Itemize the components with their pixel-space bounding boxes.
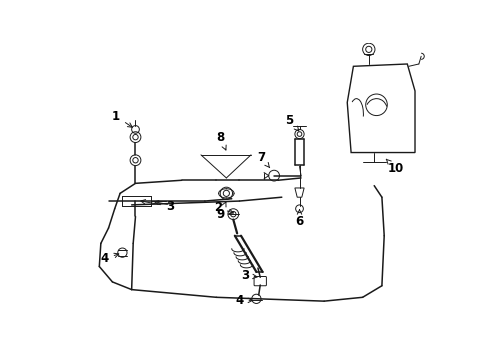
Text: 3: 3 xyxy=(240,269,257,282)
Text: 7: 7 xyxy=(256,150,269,168)
Text: 5: 5 xyxy=(285,114,298,131)
Text: 8: 8 xyxy=(216,131,225,150)
Text: 2: 2 xyxy=(213,202,233,215)
Text: 4: 4 xyxy=(101,252,119,265)
Text: 3: 3 xyxy=(141,199,174,213)
Text: 4: 4 xyxy=(235,294,252,307)
Text: 6: 6 xyxy=(295,210,303,228)
Text: 10: 10 xyxy=(386,159,403,175)
Text: 1: 1 xyxy=(112,110,132,127)
Text: 9: 9 xyxy=(216,202,225,221)
